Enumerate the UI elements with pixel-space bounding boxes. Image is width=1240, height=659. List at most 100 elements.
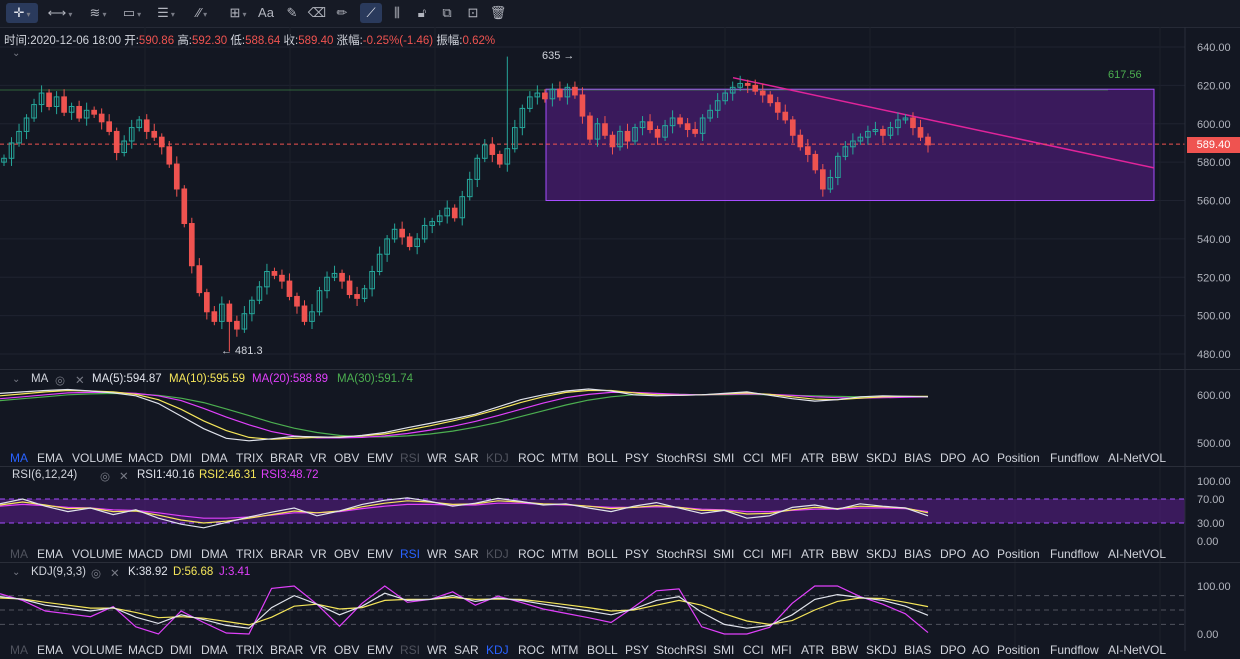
- tab-macd[interactable]: MACD: [128, 643, 164, 657]
- tab-ao[interactable]: AO: [972, 547, 990, 561]
- tab-ma[interactable]: MA: [10, 643, 28, 657]
- settings-icon[interactable]: ◎: [55, 375, 66, 387]
- tab-roc[interactable]: ROC: [518, 643, 545, 657]
- tab-smi[interactable]: SMI: [713, 451, 735, 465]
- tab-macd[interactable]: MACD: [128, 547, 164, 561]
- tab-dma[interactable]: DMA: [201, 643, 228, 657]
- tab-mtm[interactable]: MTM: [551, 643, 579, 657]
- text-icon[interactable]: Aa: [258, 5, 274, 20]
- tab-dma[interactable]: DMA: [201, 451, 228, 465]
- tab-roc[interactable]: ROC: [518, 451, 545, 465]
- eraser-icon[interactable]: ⌫: [307, 5, 327, 20]
- tab-emv[interactable]: EMV: [367, 451, 394, 465]
- tab-stochrsi[interactable]: StochRSI: [656, 643, 707, 657]
- horizontal-line-icon[interactable]: ⟷ ▾: [47, 5, 73, 20]
- tab-bbw[interactable]: BBW: [831, 547, 859, 561]
- tab-ai-netvol[interactable]: AI-NetVOL: [1108, 451, 1167, 465]
- tab-psy[interactable]: PSY: [625, 547, 650, 561]
- tab-ema[interactable]: EMA: [37, 547, 64, 561]
- measure-icon[interactable]: ⊞ ▾: [229, 5, 247, 20]
- tab-wr[interactable]: WR: [427, 643, 447, 657]
- tab-trix[interactable]: TRIX: [236, 451, 264, 465]
- tab-dpo[interactable]: DPO: [940, 547, 967, 561]
- tab-rsi[interactable]: RSI: [400, 547, 421, 561]
- tab-atr[interactable]: ATR: [801, 547, 825, 561]
- tab-position[interactable]: Position: [997, 643, 1040, 657]
- tab-bbw[interactable]: BBW: [831, 451, 859, 465]
- close-icon[interactable]: ✕: [75, 375, 85, 387]
- tab-mtm[interactable]: MTM: [551, 547, 579, 561]
- tab-boll[interactable]: BOLL: [587, 643, 618, 657]
- lock-icon[interactable]: 🔓︎: [417, 5, 427, 20]
- tab-skdj[interactable]: SKDJ: [866, 547, 897, 561]
- tab-kdj[interactable]: KDJ: [486, 547, 509, 561]
- close-icon[interactable]: ✕: [119, 471, 129, 483]
- tab-dmi[interactable]: DMI: [170, 643, 192, 657]
- brush-icon[interactable]: ✎: [286, 5, 298, 20]
- tab-bias[interactable]: BIAS: [904, 451, 932, 465]
- tab-bbw[interactable]: BBW: [831, 643, 859, 657]
- tab-brar[interactable]: BRAR: [270, 547, 304, 561]
- tab-obv[interactable]: OBV: [334, 547, 360, 561]
- tab-bias[interactable]: BIAS: [904, 643, 932, 657]
- tab-brar[interactable]: BRAR: [270, 643, 304, 657]
- tab-emv[interactable]: EMV: [367, 643, 394, 657]
- tab-mfi[interactable]: MFI: [771, 643, 792, 657]
- tab-ema[interactable]: EMA: [37, 451, 64, 465]
- tab-skdj[interactable]: SKDJ: [866, 643, 897, 657]
- menu-lines-icon[interactable]: ☰ ▾: [157, 5, 175, 20]
- tab-vr[interactable]: VR: [310, 451, 327, 465]
- tab-stochrsi[interactable]: StochRSI: [656, 451, 707, 465]
- tab-rsi[interactable]: RSI: [400, 643, 421, 657]
- tab-cci[interactable]: CCI: [743, 451, 764, 465]
- tab-dmi[interactable]: DMI: [170, 547, 192, 561]
- image-icon[interactable]: ⊡: [467, 5, 479, 20]
- tab-kdj[interactable]: KDJ: [486, 643, 509, 657]
- tab-fundflow[interactable]: Fundflow: [1050, 547, 1099, 561]
- tab-volume[interactable]: VOLUME: [72, 643, 123, 657]
- collapse-chevron-icon[interactable]: ⌄: [12, 48, 21, 59]
- tab-bias[interactable]: BIAS: [904, 547, 932, 561]
- tab-cci[interactable]: CCI: [743, 547, 764, 561]
- tab-obv[interactable]: OBV: [334, 643, 360, 657]
- tab-smi[interactable]: SMI: [713, 547, 735, 561]
- tab-roc[interactable]: ROC: [518, 547, 545, 561]
- tab-dmi[interactable]: DMI: [170, 451, 192, 465]
- chart-icon[interactable]: ⫼: [394, 5, 400, 20]
- tab-atr[interactable]: ATR: [801, 451, 825, 465]
- tab-sar[interactable]: SAR: [454, 451, 479, 465]
- tab-smi[interactable]: SMI: [713, 643, 735, 657]
- tab-volume[interactable]: VOLUME: [72, 547, 123, 561]
- trend-icon[interactable]: ⟋: [360, 3, 382, 23]
- tab-psy[interactable]: PSY: [625, 451, 650, 465]
- tab-vr[interactable]: VR: [310, 547, 327, 561]
- fib-icon[interactable]: ≋ ▾: [89, 5, 107, 20]
- tab-ao[interactable]: AO: [972, 451, 990, 465]
- tab-dma[interactable]: DMA: [201, 547, 228, 561]
- tab-ma[interactable]: MA: [10, 547, 28, 561]
- tab-mfi[interactable]: MFI: [771, 451, 792, 465]
- tab-sar[interactable]: SAR: [454, 547, 479, 561]
- tab-position[interactable]: Position: [997, 451, 1040, 465]
- collapse-chevron-icon[interactable]: ⌄: [12, 374, 21, 385]
- tab-position[interactable]: Position: [997, 547, 1040, 561]
- tab-volume[interactable]: VOLUME: [72, 451, 123, 465]
- settings-icon[interactable]: ◎: [100, 471, 111, 483]
- tab-obv[interactable]: OBV: [334, 451, 360, 465]
- crosshair-icon[interactable]: ✛ ▾: [6, 3, 38, 23]
- tab-dpo[interactable]: DPO: [940, 643, 967, 657]
- tab-boll[interactable]: BOLL: [587, 451, 618, 465]
- tab-rsi[interactable]: RSI: [400, 451, 421, 465]
- tab-ma[interactable]: MA: [10, 451, 28, 465]
- tab-fundflow[interactable]: Fundflow: [1050, 643, 1099, 657]
- tab-psy[interactable]: PSY: [625, 643, 650, 657]
- tab-atr[interactable]: ATR: [801, 643, 825, 657]
- collapse-chevron-icon[interactable]: ⌄: [12, 567, 21, 578]
- tab-ai-netvol[interactable]: AI-NetVOL: [1108, 547, 1167, 561]
- tab-wr[interactable]: WR: [427, 451, 447, 465]
- tab-sar[interactable]: SAR: [454, 643, 479, 657]
- tab-macd[interactable]: MACD: [128, 451, 164, 465]
- tab-trix[interactable]: TRIX: [236, 547, 264, 561]
- tab-wr[interactable]: WR: [427, 547, 447, 561]
- tab-kdj[interactable]: KDJ: [486, 451, 509, 465]
